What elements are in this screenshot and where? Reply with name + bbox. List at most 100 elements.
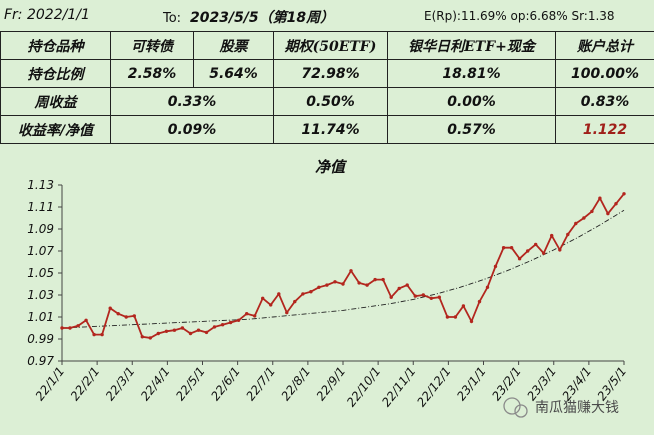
header-cell: 期权(50ETF): [273, 31, 388, 60]
y-tick-label: 1.11: [27, 200, 54, 214]
net-value-point: [542, 251, 546, 255]
net-value-point: [92, 332, 96, 337]
x-tick-label: 22/3/1: [103, 364, 138, 403]
net-value-point: [188, 331, 193, 336]
net-value-point: [253, 314, 257, 318]
header-cell: 银华日利ETF+现金: [387, 31, 556, 60]
net-value-point: [389, 295, 393, 299]
table-cell: 0.09%: [110, 115, 274, 144]
net-value-point: [148, 336, 152, 340]
table-cell: 18.81%: [387, 59, 556, 88]
x-tick-label: 23/4/1: [559, 364, 594, 403]
net-value-point: [140, 335, 144, 339]
table-row: 收益率/净值 0.09% 11.74% 0.57% 1.122: [0, 115, 654, 144]
net-value-point: [132, 314, 136, 318]
net-value-point: [445, 315, 450, 319]
net-value-point: [269, 303, 273, 307]
row-label: 周收益: [0, 87, 111, 116]
net-value-point: [212, 325, 217, 329]
table-cell: 0.33%: [110, 87, 274, 116]
net-value-point: [381, 277, 385, 282]
net-value-point: [453, 315, 458, 319]
net-value-point: [429, 296, 433, 300]
trend-line: [61, 209, 625, 329]
to-date-value: 2023/5/5（第18周）: [189, 10, 335, 26]
net-value-point: [172, 328, 177, 332]
x-tick-label: 22/5/1: [173, 364, 208, 403]
net-value-point: [526, 249, 530, 253]
row-label: 持仓比例: [0, 59, 111, 88]
table-cell: 11.74%: [273, 115, 388, 144]
table-cell: 0.50%: [273, 87, 388, 116]
header-cell: 账户总计: [555, 31, 654, 60]
net-value-point: [614, 202, 618, 206]
table-row: 持仓比例 2.58% 5.64% 72.98% 18.81% 100.00%: [0, 59, 654, 88]
net-value-point: [325, 283, 329, 287]
net-value-point: [349, 269, 353, 273]
net-value-point: [469, 319, 474, 324]
net-value-point: [60, 326, 64, 330]
net-value-point: [405, 283, 409, 287]
net-value-point: [373, 277, 377, 282]
net-value-point: [301, 292, 305, 296]
watermark: 南瓜猫赚大钱: [503, 397, 619, 418]
stats-readout: E(Rp):11.69% op:6.68% Sr:1.38: [424, 9, 615, 23]
x-tick-label: 22/12/1: [414, 364, 454, 409]
header-cell: 持仓品种: [0, 31, 111, 60]
x-tick-label: 22/8/1: [278, 364, 313, 403]
y-tick-label: 1.09: [27, 222, 54, 236]
x-tick-label: 23/3/1: [524, 364, 559, 403]
net-value-point: [461, 304, 466, 308]
wechat-icon-bubble: [514, 404, 528, 418]
x-tick-label: 22/9/1: [314, 364, 349, 403]
net-value-point: [493, 264, 498, 269]
chart-title: 净值: [315, 158, 348, 176]
net-value-point: [277, 292, 281, 296]
table-cell: 100.00%: [555, 59, 654, 88]
x-tick-label: 22/6/1: [208, 364, 243, 403]
net-value-line: [62, 193, 625, 339]
net-value-point: [204, 330, 209, 335]
net-value-point: [421, 293, 425, 297]
x-tick-label: 23/1/1: [454, 364, 489, 403]
y-tick-label: 1.13: [27, 178, 54, 192]
net-value-point: [309, 290, 313, 294]
net-value-point: [598, 196, 602, 200]
net-value-point: [68, 326, 72, 330]
net-value-point: [196, 328, 201, 332]
table-cell: 72.98%: [273, 59, 388, 88]
x-tick-label: 22/1/1: [33, 364, 68, 403]
net-value-point: [228, 320, 233, 325]
to-date: To: 2023/5/5（第18周）: [163, 10, 335, 26]
net-value-point: [477, 299, 482, 304]
net-value-point: [357, 281, 361, 285]
x-tick-label: 23/2/1: [489, 364, 524, 403]
holdings-table: 持仓品种 可转债 股票 期权(50ETF) 银华日利ETF+现金 账户总计 持仓…: [0, 31, 654, 144]
net-value-point: [606, 211, 610, 216]
header-cell: 股票: [193, 31, 274, 60]
table-row: 周收益 0.33% 0.50% 0.00% 0.83%: [0, 87, 654, 116]
net-value-point: [485, 285, 490, 289]
net-value-point: [317, 285, 321, 289]
net-value-point: [509, 246, 514, 250]
x-tick-label: 22/2/1: [68, 364, 103, 403]
net-value-point: [333, 280, 337, 284]
y-tick-label: 0.99: [27, 332, 54, 346]
net-value-point: [116, 312, 120, 316]
x-tick-label: 22/4/1: [138, 364, 173, 403]
net-value-point: [293, 299, 297, 304]
y-tick-label: 1.01: [27, 310, 54, 324]
net-value-point: [574, 221, 578, 226]
net-value-point: [220, 323, 225, 327]
net-value-point: [437, 295, 441, 299]
net-value-point: [517, 257, 522, 261]
table-header-row: 持仓品种 可转债 股票 期权(50ETF) 银华日利ETF+现金 账户总计: [0, 31, 654, 60]
net-value-cell: 1.122: [555, 115, 654, 144]
net-value-point: [622, 192, 626, 196]
net-value-point: [236, 318, 241, 322]
net-value-point: [156, 331, 160, 336]
net-value-point: [245, 312, 249, 316]
net-value-point: [582, 216, 586, 220]
watermark-text: 南瓜猫赚大钱: [535, 400, 619, 416]
